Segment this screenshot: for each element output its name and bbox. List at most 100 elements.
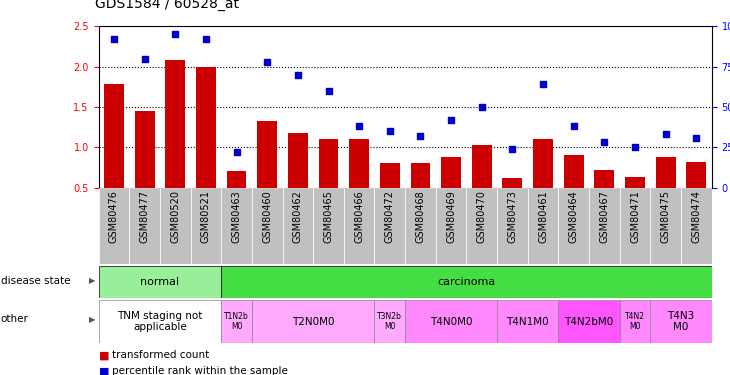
Text: GSM80464: GSM80464 [569, 190, 579, 243]
Point [108, 36, 120, 42]
Point [323, 88, 334, 94]
Bar [620, 300, 650, 343]
Text: GSM80465: GSM80465 [323, 190, 334, 243]
Bar [533, 139, 553, 188]
Bar [252, 300, 374, 343]
Text: disease state: disease state [1, 276, 70, 286]
Bar [502, 178, 523, 188]
Bar [497, 188, 528, 264]
Text: T2N0M0: T2N0M0 [292, 316, 334, 327]
Bar [221, 300, 252, 343]
Text: ■: ■ [99, 351, 109, 360]
Text: transformed count: transformed count [112, 351, 209, 360]
Bar [344, 188, 374, 264]
Bar [656, 157, 676, 188]
Bar [257, 122, 277, 188]
Text: GSM80471: GSM80471 [630, 190, 640, 243]
Bar [558, 300, 620, 343]
Point [415, 133, 426, 139]
Bar [650, 300, 712, 343]
Point [537, 81, 549, 87]
Bar [99, 266, 221, 298]
Bar [374, 300, 405, 343]
Bar [99, 300, 221, 343]
Text: other: other [1, 314, 28, 324]
Bar [165, 60, 185, 188]
Bar [405, 300, 497, 343]
Bar [380, 164, 400, 188]
Bar [318, 139, 339, 188]
Bar [650, 188, 681, 264]
Bar [441, 157, 461, 188]
Bar [681, 188, 712, 264]
Text: GSM80463: GSM80463 [231, 190, 242, 243]
Bar [374, 188, 405, 264]
Point [476, 104, 488, 110]
Bar [283, 188, 313, 264]
Text: GSM80477: GSM80477 [139, 190, 150, 243]
Text: GSM80467: GSM80467 [599, 190, 610, 243]
Point [691, 135, 702, 141]
Bar [104, 84, 124, 188]
Point [599, 140, 610, 146]
Bar [191, 188, 221, 264]
Bar [625, 177, 645, 188]
Text: GSM80460: GSM80460 [262, 190, 272, 243]
Text: T4N2bM0: T4N2bM0 [564, 316, 614, 327]
Bar [226, 171, 247, 188]
Text: ▶: ▶ [89, 276, 96, 285]
Text: ▶: ▶ [89, 315, 96, 324]
Bar [196, 67, 216, 188]
Bar [221, 188, 252, 264]
Text: carcinoma: carcinoma [437, 277, 496, 287]
Text: T4N3
M0: T4N3 M0 [667, 311, 695, 332]
Bar [349, 139, 369, 188]
Point [629, 144, 641, 150]
Text: T3N2b
M0: T3N2b M0 [377, 312, 402, 331]
Text: TNM staging not
applicable: TNM staging not applicable [118, 311, 202, 332]
Text: GSM80473: GSM80473 [507, 190, 518, 243]
Text: T4N2
M0: T4N2 M0 [625, 312, 645, 331]
Bar [221, 266, 712, 298]
Text: GSM80474: GSM80474 [691, 190, 702, 243]
Text: GSM80472: GSM80472 [385, 190, 395, 243]
Bar [528, 188, 558, 264]
Text: T1N2b
M0: T1N2b M0 [224, 312, 249, 331]
Bar [558, 188, 589, 264]
Text: T4N1M0: T4N1M0 [507, 316, 549, 327]
Bar [160, 188, 191, 264]
Text: GSM80462: GSM80462 [293, 190, 303, 243]
Text: GSM80475: GSM80475 [661, 190, 671, 243]
Point [507, 146, 518, 152]
Text: GSM80469: GSM80469 [446, 190, 456, 243]
Bar [99, 188, 129, 264]
Bar [472, 145, 492, 188]
Text: GSM80520: GSM80520 [170, 190, 180, 243]
Bar [129, 188, 160, 264]
Bar [436, 188, 466, 264]
Point [200, 36, 212, 42]
Bar [252, 188, 283, 264]
Point [231, 149, 242, 155]
Text: ■: ■ [99, 366, 109, 375]
Text: GSM80470: GSM80470 [477, 190, 487, 243]
Bar [589, 188, 620, 264]
Text: percentile rank within the sample: percentile rank within the sample [112, 366, 288, 375]
Text: normal: normal [140, 277, 180, 287]
Point [261, 59, 273, 65]
Text: GSM80476: GSM80476 [109, 190, 119, 243]
Point [139, 56, 150, 62]
Point [384, 128, 396, 134]
Bar [564, 155, 584, 188]
Point [353, 123, 365, 129]
Bar [405, 188, 436, 264]
Bar [497, 300, 558, 343]
Bar [288, 133, 308, 188]
Point [568, 123, 580, 129]
Bar [686, 162, 707, 188]
Bar [410, 164, 431, 188]
Bar [594, 170, 615, 188]
Bar [313, 188, 344, 264]
Point [169, 32, 181, 38]
Point [445, 117, 457, 123]
